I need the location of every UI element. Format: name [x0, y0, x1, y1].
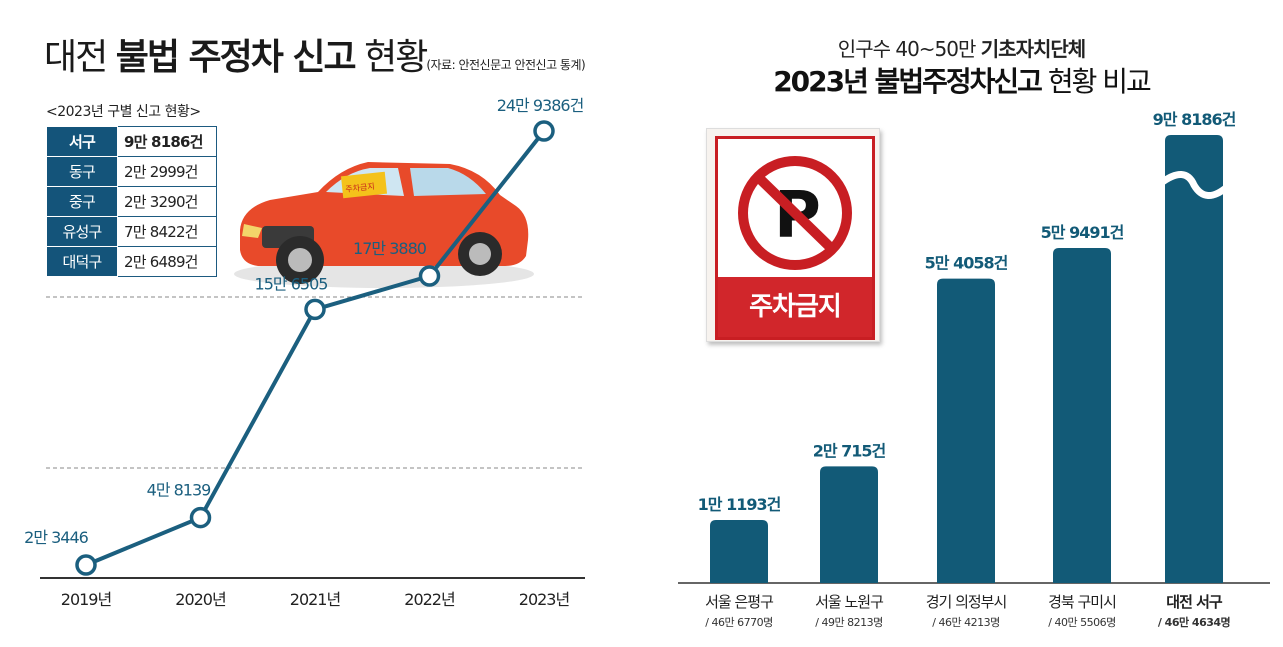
bar	[1053, 248, 1111, 583]
table-row: 대덕구 2만 6489건	[46, 246, 217, 277]
right-title-line1: 인구수 40~50만 기초자치단체	[640, 33, 1283, 62]
x-tick-label: 2022년	[404, 590, 455, 609]
district-value: 7만 8422건	[117, 216, 217, 247]
no-parking-sign: P 주차금지	[706, 128, 880, 342]
bar-category-sublabel: / 49만 8213명	[815, 616, 883, 629]
data-label: 15만 6505	[255, 274, 328, 293]
bar-data-labels: 1만 1193건 2만 715건 5만 4058건 5만 9491건 9만 8186건	[698, 110, 1237, 514]
title-tail: 현황	[364, 37, 428, 78]
table-caption: <2023년 구별 신고 현황>	[46, 104, 201, 120]
bar-data-label: 2만 715건	[813, 441, 886, 460]
title-region: 대전	[44, 37, 108, 78]
bar-category-label: 서울 노원구	[815, 593, 884, 611]
bar-category-sublabel: / 46만 4634명	[1157, 616, 1231, 629]
x-tick-label: 2020년	[175, 590, 226, 609]
bar	[710, 519, 768, 583]
line-series	[75, 120, 555, 576]
bar-category-label: 대전 서구	[1166, 593, 1222, 611]
title-bold: 불법 주정차 신고	[115, 37, 357, 78]
table-row: 서구 9만 8186건	[46, 126, 217, 157]
data-point	[189, 506, 212, 529]
right-panel: 인구수 40~50만 기초자치단체 2023년 불법주정차신고 현황 비교	[640, 0, 1283, 647]
bar	[1165, 135, 1223, 583]
car-sign-text: 주차금지	[345, 182, 375, 194]
data-label: 2만 3446	[24, 528, 89, 547]
source-note: (자료: 안전신문고 안전신고 통계)	[426, 58, 586, 72]
left-panel: 대전 불법 주정차 신고 현황(자료: 안전신문고 안전신고 통계) <2023…	[0, 0, 620, 647]
district-value: 2만 2999건	[117, 156, 217, 187]
title-municipality: 기초자치단체	[980, 37, 1086, 61]
bar	[937, 278, 995, 583]
bar-category-label: 서울 은평구	[705, 593, 774, 611]
bar-data-label: 1만 1193건	[698, 495, 781, 514]
bar-data-label: 9만 8186건	[1153, 110, 1236, 129]
district-name: 중구	[46, 186, 118, 217]
no-parking-icon: P	[738, 156, 852, 270]
bar	[820, 466, 878, 583]
district-value: 2만 3290건	[117, 186, 217, 217]
district-value: 9만 8186건	[117, 126, 217, 157]
data-point	[418, 265, 441, 287]
bar-category-sublabel: / 46만 6770명	[705, 616, 773, 629]
district-name: 동구	[46, 156, 118, 187]
bar-data-label: 5만 9491건	[1041, 223, 1124, 242]
x-tick-label: 2019년	[61, 590, 112, 609]
district-name: 서구	[46, 126, 118, 157]
table-row: 중구 2만 3290건	[46, 186, 217, 217]
bar-category-sublabel: / 46만 4213명	[932, 616, 1000, 629]
line-chart: 주차금지 2만 3446 4만 8139 15만 6505 17만 3880 24만 9…	[24, 96, 585, 609]
table-row: 동구 2만 2999건	[46, 156, 217, 187]
data-point	[533, 120, 555, 142]
district-value: 2만 6489건	[117, 246, 217, 277]
data-point	[304, 298, 326, 321]
bar-category-sublabel: / 40만 5506명	[1048, 616, 1116, 629]
bar-data-label: 5만 4058건	[925, 254, 1008, 273]
bar-category-label: 경기 의정부시	[925, 593, 1008, 611]
sign-label: 주차금지	[718, 277, 872, 337]
data-label: 24만 9386건	[497, 96, 584, 115]
line-x-ticks: 2019년 2020년 2021년 2022년 2023년	[61, 590, 571, 609]
bar-series	[710, 135, 1230, 583]
district-table: 서구 9만 8186건 동구 2만 2999건 중구 2만 3290건 유성구 …	[46, 126, 217, 277]
line-data-labels: 2만 3446 4만 8139 15만 6505 17만 3880 24만 9386건	[24, 96, 584, 547]
axis-break-mark	[1158, 171, 1230, 199]
data-label: 4만 8139	[147, 481, 212, 500]
right-title-line2: 2023년 불법주정차신고 현황 비교	[640, 60, 1283, 100]
title-tail: 현황 비교	[1047, 65, 1152, 98]
x-tick-label: 2021년	[290, 590, 341, 609]
title-population: 인구수 40~50만	[837, 37, 977, 61]
x-tick-label: 2023년	[519, 590, 570, 609]
title-bold: 2023년 불법주정차신고	[773, 65, 1043, 98]
bar-category-label: 경북 구미시	[1048, 593, 1117, 611]
data-label: 17만 3880	[353, 239, 427, 258]
district-name: 대덕구	[46, 246, 118, 277]
left-title: 대전 불법 주정차 신고 현황(자료: 안전신문고 안전신고 통계)	[44, 28, 586, 80]
data-point	[75, 554, 97, 576]
